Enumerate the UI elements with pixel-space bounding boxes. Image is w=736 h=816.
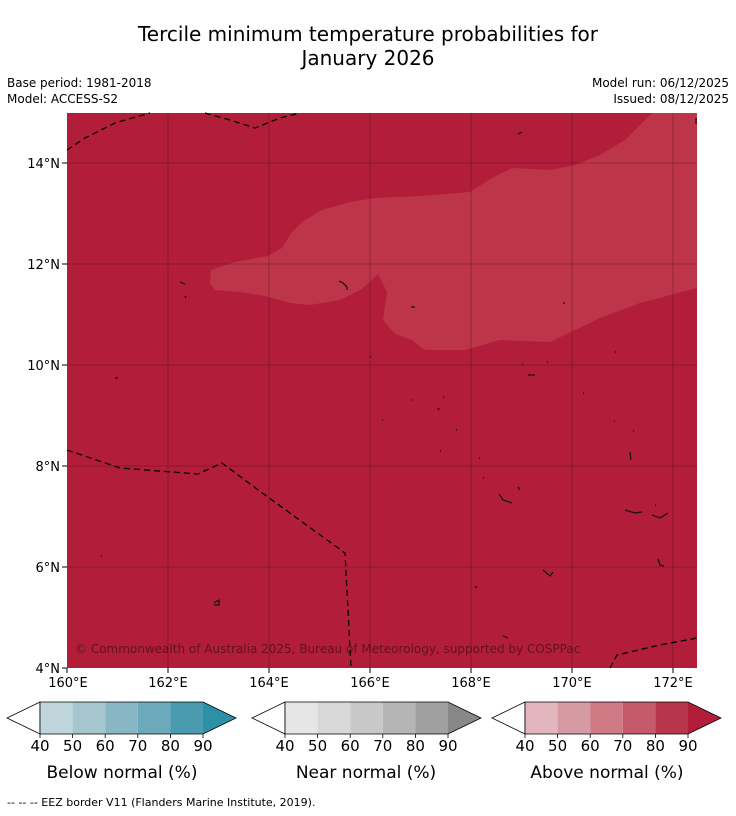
map-title: Tercile minimum temperature probabilitie…	[0, 22, 736, 70]
colorbar-tick-label: 60	[96, 737, 115, 755]
axis-ticks	[62, 162, 674, 673]
lon-label: 172°E	[653, 676, 693, 691]
colorbar-max-extension	[203, 702, 236, 734]
gridlines	[67, 113, 697, 668]
colorbar-tick-label: 80	[406, 737, 425, 755]
colorbar-swatch	[622, 702, 656, 734]
lat-label: 6°N	[36, 561, 61, 576]
lon-label: 164°E	[249, 676, 289, 691]
copyright-notice: © Commonwealth of Australia 2025, Bureau…	[75, 642, 580, 656]
colorbars: 40 50 60 70 80 90 Below normal (%) 40 50 60 70 80 90…	[6, 701, 722, 783]
colorbar-swatch	[72, 702, 106, 734]
lon-label: 168°E	[451, 676, 491, 691]
colorbar-above: 40 50 60 70 80 90 Above normal (%)	[491, 701, 722, 783]
colorbar-tick-label: 90	[678, 737, 697, 755]
colorbar-tick-label: 40	[275, 737, 294, 755]
colorbar-tick-label: 80	[161, 737, 180, 755]
meta-left: Base period: 1981-2018 Model: ACCESS-S2	[7, 75, 152, 107]
issued-date: Issued: 08/12/2025	[613, 92, 729, 106]
colorbar-outline	[39, 701, 237, 735]
colorbar-tick-label: 50	[63, 737, 82, 755]
colorbar-swatch	[350, 702, 383, 734]
colorbar-swatch	[137, 702, 171, 734]
colorbar-tick-label: 90	[193, 737, 212, 755]
colorbar-below: 40 50 60 70 80 90 Below normal (%)	[6, 701, 237, 783]
lon-label: 170°E	[552, 676, 592, 691]
map-panel: © Commonwealth of Australia 2025, Bureau…	[66, 112, 698, 669]
colorbar-max-extension	[448, 702, 481, 734]
lat-label: 12°N	[27, 258, 60, 273]
eez-footnote: -- -- -- EEZ border V11 (Flanders Marine…	[7, 796, 316, 809]
colorbar-swatch	[170, 702, 203, 734]
colorbar-swatch	[105, 702, 138, 734]
latitude-labels: 14°N 12°N 10°N 8°N 6°N 4°N	[27, 157, 60, 677]
colorbar-outline	[284, 701, 482, 735]
colorbar-tick-label: 80	[646, 737, 665, 755]
colorbar-swatch	[590, 702, 623, 734]
lat-label: 8°N	[36, 460, 61, 475]
colorbar-tick-label: 40	[515, 737, 534, 755]
colorbar-tick-label: 70	[373, 737, 392, 755]
colorbar-min-extension	[6, 701, 41, 735]
colorbar-swatch	[285, 702, 318, 734]
colorbar-min-extension	[251, 701, 286, 735]
model-name: Model: ACCESS-S2	[7, 92, 119, 106]
colorbar-label: Above normal (%)	[530, 763, 683, 783]
colorbar-swatch	[415, 702, 448, 734]
colorbar-label: Below normal (%)	[47, 763, 198, 783]
colorbar-max-extension	[688, 702, 721, 734]
colorbar-tick-label: 40	[30, 737, 49, 755]
eez-borders	[66, 112, 698, 669]
lon-label: 160°E	[48, 676, 88, 691]
meta-right: Model run: 06/12/2025 Issued: 08/12/2025	[592, 75, 729, 107]
colorbar-swatch	[382, 702, 416, 734]
colorbar-min-extension	[491, 701, 526, 735]
colorbar-swatch	[655, 702, 688, 734]
colorbar-tick-label: 60	[341, 737, 360, 755]
colorbar-label: Near normal (%)	[296, 763, 436, 783]
colorbar-tick-label: 60	[581, 737, 600, 755]
base-period: Base period: 1981-2018	[7, 76, 152, 90]
longitude-labels: 160°E 162°E 164°E 166°E 168°E 170°E 172°…	[48, 676, 693, 691]
lat-label: 14°N	[27, 157, 60, 172]
colorbar-tick-label: 90	[438, 737, 457, 755]
colorbar-swatch	[557, 702, 591, 734]
title-line-2: January 2026	[301, 46, 435, 70]
lon-label: 166°E	[350, 676, 390, 691]
colorbar-swatch	[525, 702, 558, 734]
colorbar-swatch	[317, 702, 351, 734]
colorbar-outline	[524, 701, 722, 735]
title-line-1: Tercile minimum temperature probabilitie…	[137, 22, 599, 46]
colorbar-tick-label: 70	[613, 737, 632, 755]
above-normal-70-region	[210, 113, 697, 350]
colorbar-tick-label: 70	[128, 737, 147, 755]
colorbar-tick-label: 50	[548, 737, 567, 755]
islands	[101, 118, 697, 639]
lon-label: 162°E	[148, 676, 188, 691]
lat-label: 10°N	[27, 359, 60, 374]
colorbar-swatch	[40, 702, 73, 734]
colorbar-tick-label: 50	[308, 737, 327, 755]
lat-label: 4°N	[36, 662, 61, 677]
model-run: Model run: 06/12/2025	[591, 76, 729, 90]
